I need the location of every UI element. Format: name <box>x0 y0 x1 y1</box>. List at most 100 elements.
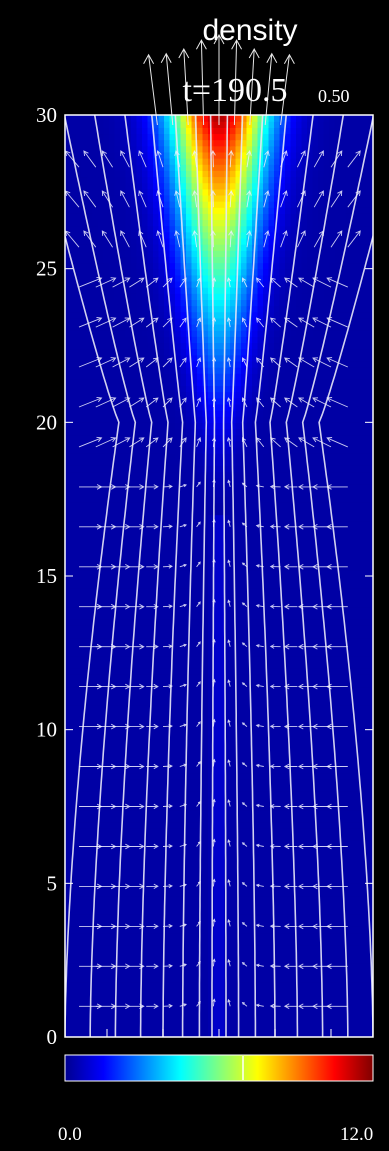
velocity-vector <box>270 317 281 328</box>
velocity-vector <box>196 681 201 687</box>
velocity-vector <box>129 723 145 730</box>
velocity-vector <box>326 963 348 970</box>
velocity-vector <box>313 230 324 248</box>
velocity-vector <box>347 190 361 208</box>
velocity-vector <box>212 998 216 1007</box>
velocity-vector <box>283 883 298 890</box>
velocity-vector <box>283 484 298 490</box>
velocity-vector <box>146 803 159 810</box>
velocity-vector <box>179 843 187 847</box>
velocity-vector <box>228 230 234 248</box>
velocity-vector <box>129 603 145 610</box>
velocity-vector <box>196 841 201 847</box>
velocity-vector <box>112 317 131 328</box>
time-label: t=190.5 <box>182 72 288 109</box>
velocity-vector <box>162 604 173 609</box>
velocity-vector <box>227 878 231 887</box>
velocity-vector <box>179 963 187 967</box>
velocity-vector <box>255 524 264 528</box>
velocity-vector <box>241 357 248 368</box>
velocity-vector <box>83 190 97 208</box>
velocity-vector <box>179 683 187 688</box>
velocity-vector <box>284 397 298 408</box>
velocity-vector <box>156 150 164 168</box>
velocity-vector <box>129 317 145 328</box>
velocity-vector <box>129 484 145 490</box>
velocity-vector <box>269 684 281 689</box>
velocity-vector <box>326 723 348 730</box>
velocity-vector <box>179 643 187 648</box>
velocity-vector <box>78 356 103 368</box>
velocity-vector <box>255 883 264 888</box>
velocity-vector <box>256 437 265 448</box>
velocity-vector <box>162 1003 173 1009</box>
velocity-vector <box>227 719 231 727</box>
velocity-vector <box>280 190 288 208</box>
velocity-vector <box>129 397 145 408</box>
velocity-vector <box>226 436 232 447</box>
velocity-vector <box>146 763 159 770</box>
velocity-vector <box>256 397 265 408</box>
colorbar <box>64 1054 374 1082</box>
velocity-vector <box>129 803 145 810</box>
y-tick-label: 30 <box>36 103 57 127</box>
velocity-vector <box>241 762 248 767</box>
velocity-vector <box>298 317 315 328</box>
velocity-vector <box>196 521 201 528</box>
velocity-vector <box>241 682 248 687</box>
velocity-vector <box>129 437 145 448</box>
velocity-vector <box>326 843 348 850</box>
velocity-vector <box>162 963 173 969</box>
velocity-vector <box>196 437 202 448</box>
velocity-vector <box>196 721 201 727</box>
velocity-vector <box>326 524 348 530</box>
velocity-vector <box>120 230 130 248</box>
velocity-vector <box>212 918 216 927</box>
velocity-vector <box>312 357 332 368</box>
velocity-vector <box>196 960 201 967</box>
velocity-vector <box>210 190 216 208</box>
velocity-vector <box>283 524 298 530</box>
velocity-vector <box>270 357 281 368</box>
velocity-vector <box>255 763 264 768</box>
escaping-vector <box>264 52 278 126</box>
velocity-vector <box>297 923 315 930</box>
velocity-vector <box>95 357 117 368</box>
velocity-vector <box>297 803 315 810</box>
velocity-vector <box>129 1003 145 1010</box>
velocity-vector <box>241 802 248 807</box>
velocity-vector <box>326 603 348 610</box>
velocity-vector <box>255 564 264 568</box>
magnetic-field-lines <box>65 115 373 1037</box>
escaping-vector <box>231 39 243 126</box>
velocity-vector <box>312 277 332 288</box>
velocity-vector <box>210 230 216 248</box>
velocity-vector <box>284 317 298 328</box>
velocity-vector <box>162 357 173 368</box>
velocity-vector <box>269 564 281 569</box>
velocity-vector <box>196 317 202 328</box>
velocity-vector <box>112 397 131 408</box>
velocity-vector <box>283 763 298 770</box>
velocity-vector <box>112 437 131 448</box>
velocity-vector <box>162 803 173 809</box>
velocity-vector <box>162 883 173 889</box>
velocity-vector <box>256 357 265 368</box>
velocity-vector <box>269 883 281 889</box>
velocity-vector <box>297 843 315 850</box>
velocity-vector <box>283 1003 298 1009</box>
velocity-vector <box>256 277 265 288</box>
velocity-vector <box>347 230 361 248</box>
velocity-vector <box>297 524 315 530</box>
velocity-vector <box>129 277 145 288</box>
velocity-vector <box>330 230 343 248</box>
velocity-vector <box>146 963 159 969</box>
velocity-vector <box>270 277 281 288</box>
velocity-vector <box>162 524 173 529</box>
velocity-vector <box>326 317 348 328</box>
velocity-vector <box>179 563 187 568</box>
velocity-vector <box>129 643 145 650</box>
velocity-vector <box>283 643 298 650</box>
velocity-vector <box>179 803 187 807</box>
field-line <box>230 115 244 1037</box>
